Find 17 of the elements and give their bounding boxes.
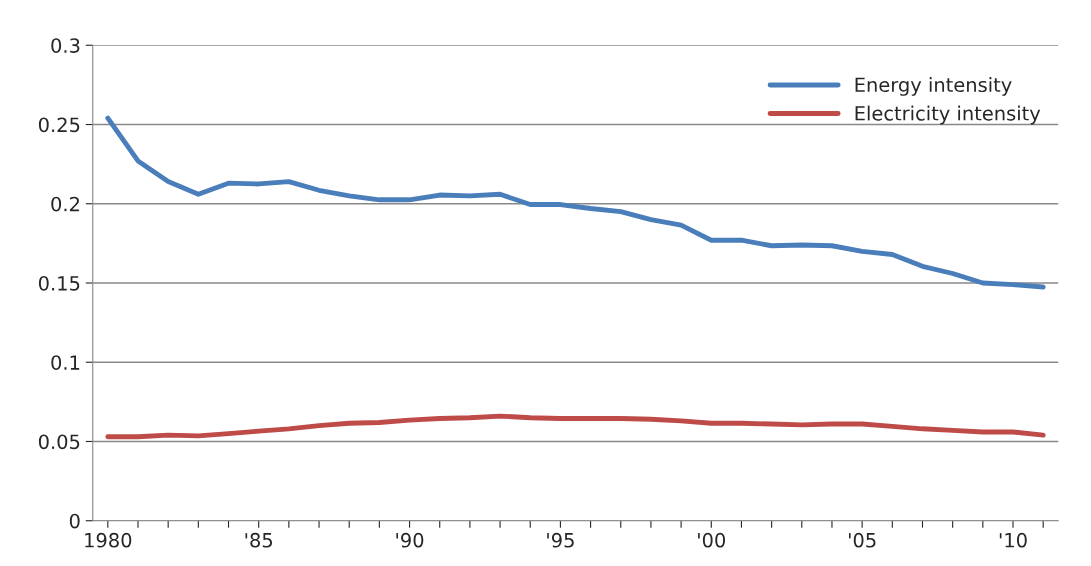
x-tick-label: 1980 bbox=[85, 532, 132, 548]
x-tick-label: '90 bbox=[396, 532, 424, 548]
y-tick-label: 0.15 bbox=[38, 275, 80, 291]
x-tick-label: '10 bbox=[999, 532, 1027, 548]
y-tick-label: 0.05 bbox=[38, 434, 80, 450]
line-series bbox=[105, 413, 1046, 440]
x-tick-label: '00 bbox=[698, 532, 726, 548]
x-tick-label: '85 bbox=[245, 532, 273, 548]
x-tick-label: '95 bbox=[547, 532, 574, 548]
y-tick-label: 0.3 bbox=[51, 38, 80, 53]
y-tick-label: 0.25 bbox=[38, 117, 80, 133]
y-tick-label: 0.1 bbox=[51, 355, 80, 370]
legend-label: Electricity intensity bbox=[855, 105, 1041, 125]
x-tick-label: '05 bbox=[848, 532, 876, 548]
y-tick-label: 0 bbox=[69, 513, 80, 529]
legend-label: Energy intensity bbox=[855, 77, 1012, 96]
y-tick-label: 0.2 bbox=[51, 196, 79, 212]
